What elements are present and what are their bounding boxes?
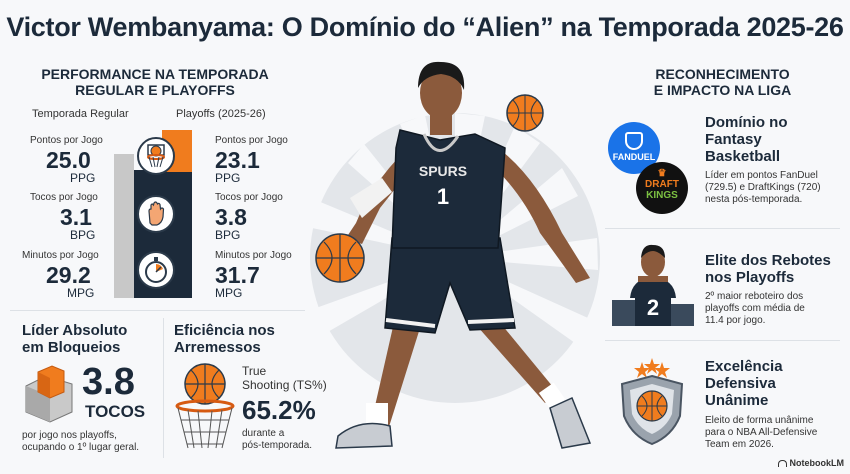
performance-title-line2: REGULAR E PLAYOFFS (75, 82, 235, 98)
column-header-regular: Temporada Regular (32, 108, 129, 120)
rebounds-desc-line: 11.4 por jogo. (705, 315, 766, 326)
efficiency-desc-line2: pós-temporada. (242, 440, 313, 451)
rebounds-desc-line: playoffs com média de (705, 303, 805, 314)
stat-label-playoffs: Tocos por Jogo (215, 192, 283, 203)
stat-label-playoffs: Pontos por Jogo (215, 135, 288, 146)
rebounds-heading-line: nos Playoffs (705, 269, 795, 286)
blocking-hand-icon (137, 195, 175, 233)
efficiency-label-line1: True (242, 364, 267, 378)
podium-number: 2 (646, 295, 660, 320)
efficiency-heading: Eficiência nos Arremessos (174, 322, 275, 356)
fantasy-desc-line: (729.5) e DraftKings (720) (705, 182, 821, 193)
defense-desc-line: para o NBA All-Defensive (705, 427, 818, 438)
crown-icon: ♛ (657, 168, 667, 179)
stat-value-regular: 25.0 (46, 147, 91, 173)
blocks-heading-line1: Líder Absoluto (22, 322, 128, 339)
stat-unit-regular: BPG (70, 228, 96, 242)
stat-label-playoffs: Minutos por Jogo (215, 250, 292, 261)
recognition-title-line2: E IMPACTO NA LIGA (653, 82, 792, 98)
jersey-team: SPURS (419, 163, 467, 179)
efficiency-value: 65.2% (242, 395, 316, 425)
divider-line (163, 318, 164, 458)
fantasy-heading-line: Basketball (705, 148, 781, 165)
stat-unit-playoffs: PPG (215, 171, 241, 185)
shield-icon (625, 132, 643, 150)
recognition-title-line1: RECONHECIMENTO (655, 66, 790, 82)
basketball-hoop-icon (137, 137, 175, 175)
defense-heading-line: Excelência (705, 358, 783, 375)
efficiency-heading-line1: Eficiência nos (174, 322, 275, 339)
defense-heading-line: Defensiva (705, 375, 776, 392)
stat-unit-playoffs: MPG (215, 286, 243, 300)
blocks-unit: TOCOS (85, 402, 146, 421)
rebounds-description: 2º maior reboteiro dos playoffs com médi… (705, 291, 805, 327)
blocks-heading-line2: em Bloqueios (22, 339, 121, 356)
stat-label-regular: Minutos por Jogo (22, 250, 99, 261)
blocks-cube-icon (22, 362, 80, 429)
rebounds-heading: Elite dos Rebotes nos Playoffs (705, 252, 831, 286)
stat-label-regular: Tocos por Jogo (30, 192, 98, 203)
recognition-title: RECONHECIMENTO E IMPACTO NA LIGA (605, 66, 840, 98)
fantasy-desc-line: Líder em pontos FanDuel (705, 170, 818, 181)
defense-description: Eleito de forma unânime para o NBA All-D… (705, 415, 817, 451)
stat-unit-regular: MPG (67, 286, 95, 300)
rebounds-heading-line: Elite dos Rebotes (705, 252, 831, 269)
stat-value-playoffs: 31.7 (215, 262, 260, 288)
efficiency-label: True Shooting (TS%) (242, 364, 327, 392)
fantasy-heading-line: Fantasy (705, 131, 762, 148)
efficiency-desc-line1: durante a (242, 428, 285, 439)
defense-desc-line: Eleito de forma unânime (705, 415, 814, 426)
player-illustration: SPURS 1 (300, 58, 610, 468)
blocks-desc-line1: por jogo nos playoffs, (22, 430, 117, 441)
stat-label-regular: Pontos por Jogo (30, 135, 103, 146)
divider-line (605, 228, 840, 229)
draftkings-line1: DRAFT (645, 179, 679, 190)
stat-unit-playoffs: BPG (215, 228, 241, 242)
footer-brand-text: NotebookLM (789, 458, 845, 468)
blocks-heading: Líder Absoluto em Bloqueios (22, 322, 127, 356)
stat-value-playoffs: 23.1 (215, 147, 260, 173)
fantasy-heading-line: Domínio no (705, 114, 788, 131)
column-header-playoffs: Playoffs (2025-26) (176, 108, 266, 120)
fanduel-logo-text: FANDUEL (612, 152, 656, 162)
divider-line (10, 310, 305, 311)
rebounds-desc-line: 2º maior reboteiro dos (705, 291, 804, 302)
jersey-number: 1 (437, 184, 449, 209)
blocks-desc-line2: ocupando o 1º lugar geral. (22, 442, 140, 453)
efficiency-description: durante a pós-temporada. (242, 428, 312, 452)
defense-shield-icon (612, 356, 692, 446)
efficiency-label-line2: Shooting (TS%) (242, 378, 327, 392)
fantasy-heading: Domínio no Fantasy Basketball (705, 114, 788, 165)
defense-desc-line: Team em 2026. (705, 439, 774, 450)
stat-unit-regular: PPG (70, 171, 96, 185)
fantasy-description: Líder em pontos FanDuel (729.5) e DraftK… (705, 170, 821, 206)
defense-heading: Excelência Defensiva Unânime (705, 358, 783, 409)
podium-icon: 2 (608, 240, 698, 330)
footer-brand: NotebookLM (777, 458, 845, 468)
draftkings-logo: ♛ DRAFT KINGS (636, 162, 688, 214)
performance-title-line1: PERFORMANCE NA TEMPORADA (41, 66, 269, 82)
stat-value-playoffs: 3.8 (215, 204, 247, 230)
divider-line (605, 340, 840, 341)
blocks-value: 3.8 (82, 361, 135, 403)
efficiency-heading-line2: Arremessos (174, 339, 261, 356)
fantasy-desc-line: nesta pós-temporada. (705, 194, 803, 205)
basketball-hoop-icon (172, 362, 238, 459)
regular-bar-gray (114, 154, 134, 298)
performance-title: PERFORMANCE NA TEMPORADA REGULAR E PLAYO… (20, 66, 290, 98)
stat-value-regular: 3.1 (60, 204, 92, 230)
draftkings-line2: KINGS (646, 190, 678, 201)
stopwatch-icon (137, 251, 175, 289)
defense-heading-line: Unânime (705, 392, 769, 409)
stat-value-regular: 29.2 (46, 262, 91, 288)
notebook-icon (777, 460, 787, 468)
page-title: Victor Wembanyama: O Domínio do “Alien” … (6, 12, 844, 42)
blocks-description: por jogo nos playoffs, ocupando o 1º lug… (22, 430, 139, 454)
